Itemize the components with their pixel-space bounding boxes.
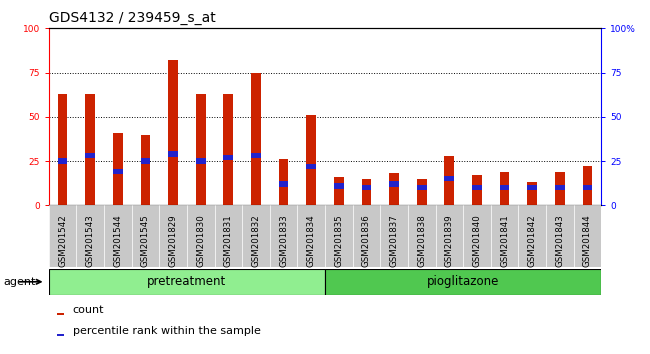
Bar	[279, 159, 289, 205]
Bar	[582, 185, 592, 190]
Text: GSM201831: GSM201831	[224, 215, 233, 267]
Text: GSM201543: GSM201543	[86, 215, 95, 267]
Text: GSM201844: GSM201844	[583, 215, 592, 267]
Text: GSM201839: GSM201839	[445, 215, 454, 267]
Text: count: count	[73, 305, 104, 315]
Bar	[380, 205, 408, 267]
Bar	[168, 152, 178, 156]
Bar	[463, 205, 491, 267]
Text: GSM201841: GSM201841	[500, 215, 509, 267]
Bar	[214, 205, 242, 267]
Bar	[325, 205, 352, 267]
Bar	[527, 182, 537, 205]
Text: pretreatment: pretreatment	[148, 275, 226, 288]
Text: GSM201544: GSM201544	[113, 215, 122, 267]
Bar	[224, 155, 233, 160]
Bar	[389, 173, 399, 205]
Bar	[527, 185, 537, 190]
Bar	[140, 135, 150, 205]
Bar	[334, 183, 344, 188]
Bar	[140, 159, 150, 164]
Bar	[196, 159, 205, 164]
Bar	[104, 205, 131, 267]
Text: GSM201838: GSM201838	[417, 215, 426, 267]
Bar	[58, 94, 68, 205]
Text: GSM201832: GSM201832	[252, 215, 261, 267]
Bar	[361, 179, 371, 205]
Bar	[168, 60, 178, 205]
Bar	[325, 269, 601, 295]
Bar	[57, 313, 64, 315]
Text: GSM201833: GSM201833	[279, 215, 288, 267]
Bar	[85, 153, 95, 159]
Bar	[49, 205, 77, 267]
Text: GSM201835: GSM201835	[334, 215, 343, 267]
Bar	[555, 172, 565, 205]
Bar	[436, 205, 463, 267]
Bar	[306, 115, 316, 205]
Bar	[500, 172, 510, 205]
Bar	[334, 177, 344, 205]
Bar	[113, 169, 123, 175]
Bar	[500, 185, 510, 190]
Text: GSM201542: GSM201542	[58, 215, 67, 267]
Bar	[242, 205, 270, 267]
Bar	[113, 133, 123, 205]
Bar	[389, 181, 399, 187]
Bar	[49, 269, 325, 295]
Text: GSM201830: GSM201830	[196, 215, 205, 267]
Bar	[472, 175, 482, 205]
Text: GSM201834: GSM201834	[307, 215, 316, 267]
Bar	[352, 205, 380, 267]
Bar	[77, 205, 104, 267]
Bar	[361, 185, 371, 190]
Text: GSM201829: GSM201829	[168, 215, 177, 267]
Bar	[546, 205, 573, 267]
Bar	[408, 205, 436, 267]
Text: GSM201545: GSM201545	[141, 215, 150, 267]
Text: GSM201843: GSM201843	[555, 215, 564, 267]
Bar	[573, 205, 601, 267]
Bar	[270, 205, 298, 267]
Bar	[555, 185, 565, 190]
Bar	[85, 94, 95, 205]
Text: GSM201840: GSM201840	[473, 215, 482, 267]
Bar	[196, 94, 205, 205]
Bar	[417, 185, 426, 190]
Bar	[472, 185, 482, 190]
Bar	[445, 156, 454, 205]
Bar	[251, 73, 261, 205]
Bar	[298, 205, 325, 267]
Text: pioglitazone: pioglitazone	[427, 275, 499, 288]
Text: GSM201836: GSM201836	[362, 215, 371, 267]
Bar	[57, 334, 64, 336]
Bar	[306, 164, 316, 169]
Bar	[491, 205, 519, 267]
Text: agent: agent	[3, 277, 36, 287]
Bar	[58, 159, 68, 164]
Bar	[279, 181, 289, 187]
Bar	[417, 179, 426, 205]
Bar	[159, 205, 187, 267]
Bar	[251, 153, 261, 159]
Bar	[582, 166, 592, 205]
Text: GSM201837: GSM201837	[389, 215, 398, 267]
Text: percentile rank within the sample: percentile rank within the sample	[73, 326, 261, 336]
Bar	[445, 176, 454, 181]
Text: GSM201842: GSM201842	[528, 215, 537, 267]
Bar	[187, 205, 214, 267]
Bar	[131, 205, 159, 267]
Bar	[519, 205, 546, 267]
Text: GDS4132 / 239459_s_at: GDS4132 / 239459_s_at	[49, 11, 216, 25]
Bar	[224, 94, 233, 205]
